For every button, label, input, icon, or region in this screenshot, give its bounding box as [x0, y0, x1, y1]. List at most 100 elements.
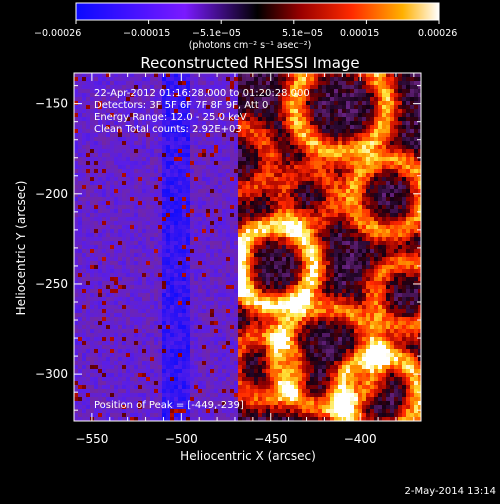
heatmap-cell — [278, 237, 283, 242]
heatmap-cell — [174, 213, 179, 218]
heatmap-cell — [242, 73, 247, 78]
heatmap-cell — [126, 173, 131, 178]
heatmap-cell — [418, 257, 423, 262]
heatmap-cell — [94, 209, 99, 214]
heatmap-cell — [370, 97, 375, 102]
heatmap-cell — [250, 253, 255, 258]
heatmap-cell — [386, 281, 391, 286]
heatmap-cell — [378, 97, 383, 102]
heatmap-cell — [374, 165, 379, 170]
heatmap-cell — [118, 213, 123, 218]
heatmap-cell — [266, 177, 271, 182]
heatmap-cell — [270, 293, 275, 298]
heatmap-cell — [354, 101, 359, 106]
heatmap-cell — [122, 285, 127, 290]
heatmap-cell — [410, 245, 415, 250]
heatmap-cell — [78, 117, 83, 122]
heatmap-cell — [294, 169, 299, 174]
heatmap-cell — [338, 177, 343, 182]
heatmap-cell — [362, 241, 367, 246]
heatmap-cell — [366, 209, 371, 214]
heatmap-cell — [274, 293, 279, 298]
heatmap-cell — [194, 73, 199, 78]
heatmap-cell — [366, 81, 371, 86]
heatmap-cell — [290, 277, 295, 282]
heatmap-cell — [234, 273, 239, 278]
heatmap-cell — [190, 285, 195, 290]
heatmap-cell — [250, 249, 255, 254]
heatmap-cell — [342, 253, 347, 258]
heatmap-cell — [154, 153, 159, 158]
heatmap-cell — [126, 297, 131, 302]
heatmap-cell — [414, 225, 419, 230]
heatmap-cell — [242, 241, 247, 246]
heatmap-cell — [318, 261, 323, 266]
heatmap-cell — [186, 281, 191, 286]
heatmap-cell — [210, 277, 215, 282]
heatmap-cell — [134, 201, 139, 206]
heatmap-cell — [414, 249, 419, 254]
heatmap-cell — [118, 245, 123, 250]
heatmap-cell — [246, 149, 251, 154]
heatmap-cell — [282, 165, 287, 170]
heatmap-cell — [370, 297, 375, 302]
heatmap-cell — [78, 77, 83, 82]
heatmap-cell — [86, 181, 91, 186]
heatmap-cell — [338, 253, 343, 258]
heatmap-cell — [174, 77, 179, 82]
heatmap-cell — [246, 257, 251, 262]
heatmap-cell — [218, 149, 223, 154]
heatmap-cell — [106, 193, 111, 198]
heatmap-cell — [302, 213, 307, 218]
heatmap-cell — [394, 265, 399, 270]
heatmap-cell — [74, 245, 79, 250]
heatmap-cell — [290, 73, 295, 78]
heatmap-cell — [318, 145, 323, 150]
heatmap-cell — [78, 109, 83, 114]
heatmap-cell — [118, 301, 123, 306]
heatmap-cell — [110, 165, 115, 170]
heatmap-cell — [258, 77, 263, 82]
heatmap-cell — [114, 201, 119, 206]
heatmap-cell — [206, 145, 211, 150]
heatmap-cell — [230, 201, 235, 206]
heatmap-cell — [134, 269, 139, 274]
heatmap-cell — [294, 277, 299, 282]
heatmap-cell — [218, 209, 223, 214]
heatmap-cell — [382, 233, 387, 238]
heatmap-cell — [178, 77, 183, 82]
heatmap-cell — [406, 153, 411, 158]
heatmap-cell — [102, 197, 107, 202]
heatmap-cell — [138, 73, 143, 78]
heatmap-cell — [418, 173, 423, 178]
heatmap-cell — [318, 161, 323, 166]
heatmap-cell — [290, 269, 295, 274]
heatmap-cell — [258, 173, 263, 178]
heatmap-cell — [234, 233, 239, 238]
heatmap-cell — [226, 177, 231, 182]
heatmap-cell — [74, 93, 79, 98]
heatmap-cell — [414, 209, 419, 214]
heatmap-cell — [250, 245, 255, 250]
heatmap-cell — [282, 109, 287, 114]
heatmap-cell — [326, 273, 331, 278]
heatmap-cell — [194, 177, 199, 182]
heatmap-cell — [306, 293, 311, 298]
heatmap-cell — [262, 201, 267, 206]
heatmap-cell — [370, 81, 375, 86]
heatmap-cell — [278, 113, 283, 118]
heatmap-cell — [138, 165, 143, 170]
heatmap-cell — [210, 269, 215, 274]
heatmap-cell — [150, 229, 155, 234]
heatmap-cell — [254, 117, 259, 122]
heatmap-cell — [294, 157, 299, 162]
heatmap-cell — [146, 149, 151, 154]
heatmap-cell — [134, 145, 139, 150]
heatmap-cell — [334, 121, 339, 126]
heatmap-cell — [186, 181, 191, 186]
heatmap-cell — [354, 117, 359, 122]
heatmap-cell — [258, 149, 263, 154]
heatmap-cell — [266, 269, 271, 274]
heatmap-cell — [250, 145, 255, 150]
heatmap-cell — [122, 297, 127, 302]
